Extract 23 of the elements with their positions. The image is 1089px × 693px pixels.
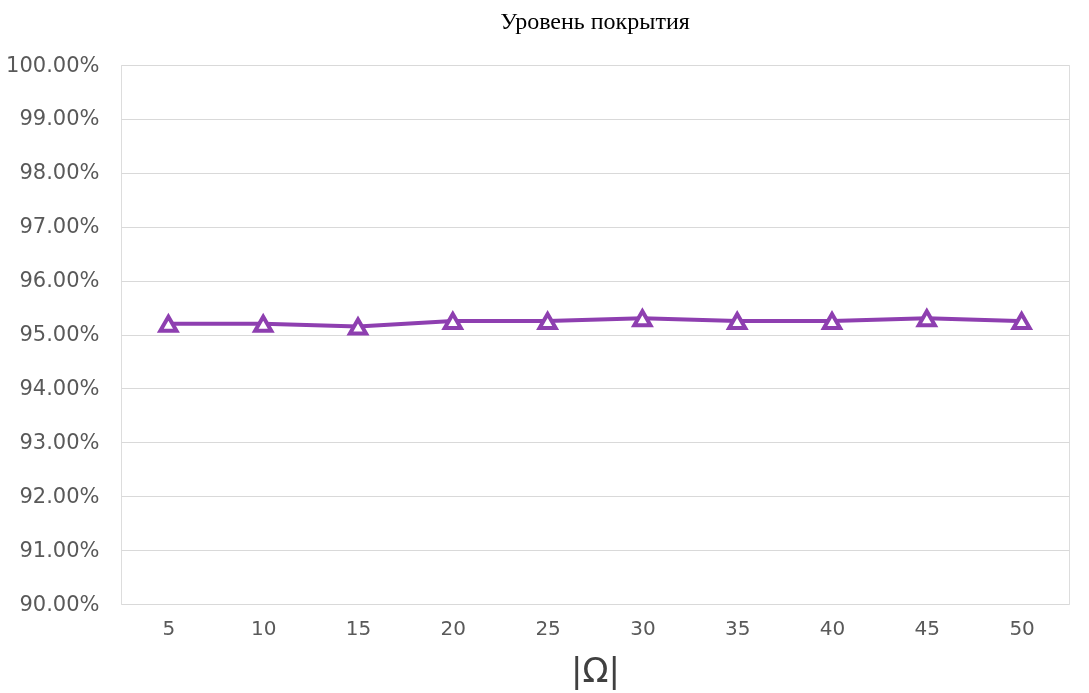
y-tick-label: 90.00%	[19, 591, 100, 616]
chart-title: Уровень покрытия	[500, 8, 690, 34]
x-tick-label: 10	[250, 615, 277, 640]
x-tick-label: 35	[724, 615, 751, 640]
y-tick-label: 98.00%	[19, 160, 100, 185]
x-tick-label: 25	[535, 615, 561, 640]
x-axis-title: |Ω|	[571, 649, 620, 690]
x-tick-label: 30	[630, 615, 656, 640]
x-tick-label: 40	[819, 615, 846, 640]
y-tick-label: 92.00%	[19, 483, 100, 508]
y-tick-label: 96.00%	[19, 268, 100, 293]
y-tick-label: 99.00%	[19, 106, 100, 131]
x-tick-label: 15	[345, 615, 372, 640]
x-tick-label: 5	[162, 615, 176, 640]
x-tick-label: 20	[440, 615, 467, 640]
x-tick-label: 45	[914, 615, 941, 640]
y-tick-label: 95.00%	[19, 322, 100, 346]
y-tick-label: 91.00%	[19, 537, 100, 562]
x-tick-label: 50	[1009, 615, 1035, 640]
y-tick-label: 93.00%	[19, 429, 100, 454]
y-tick-label: 94.00%	[19, 375, 100, 400]
y-tick-label: 100.00%	[6, 52, 100, 77]
y-tick-label: 97.00%	[19, 214, 100, 239]
